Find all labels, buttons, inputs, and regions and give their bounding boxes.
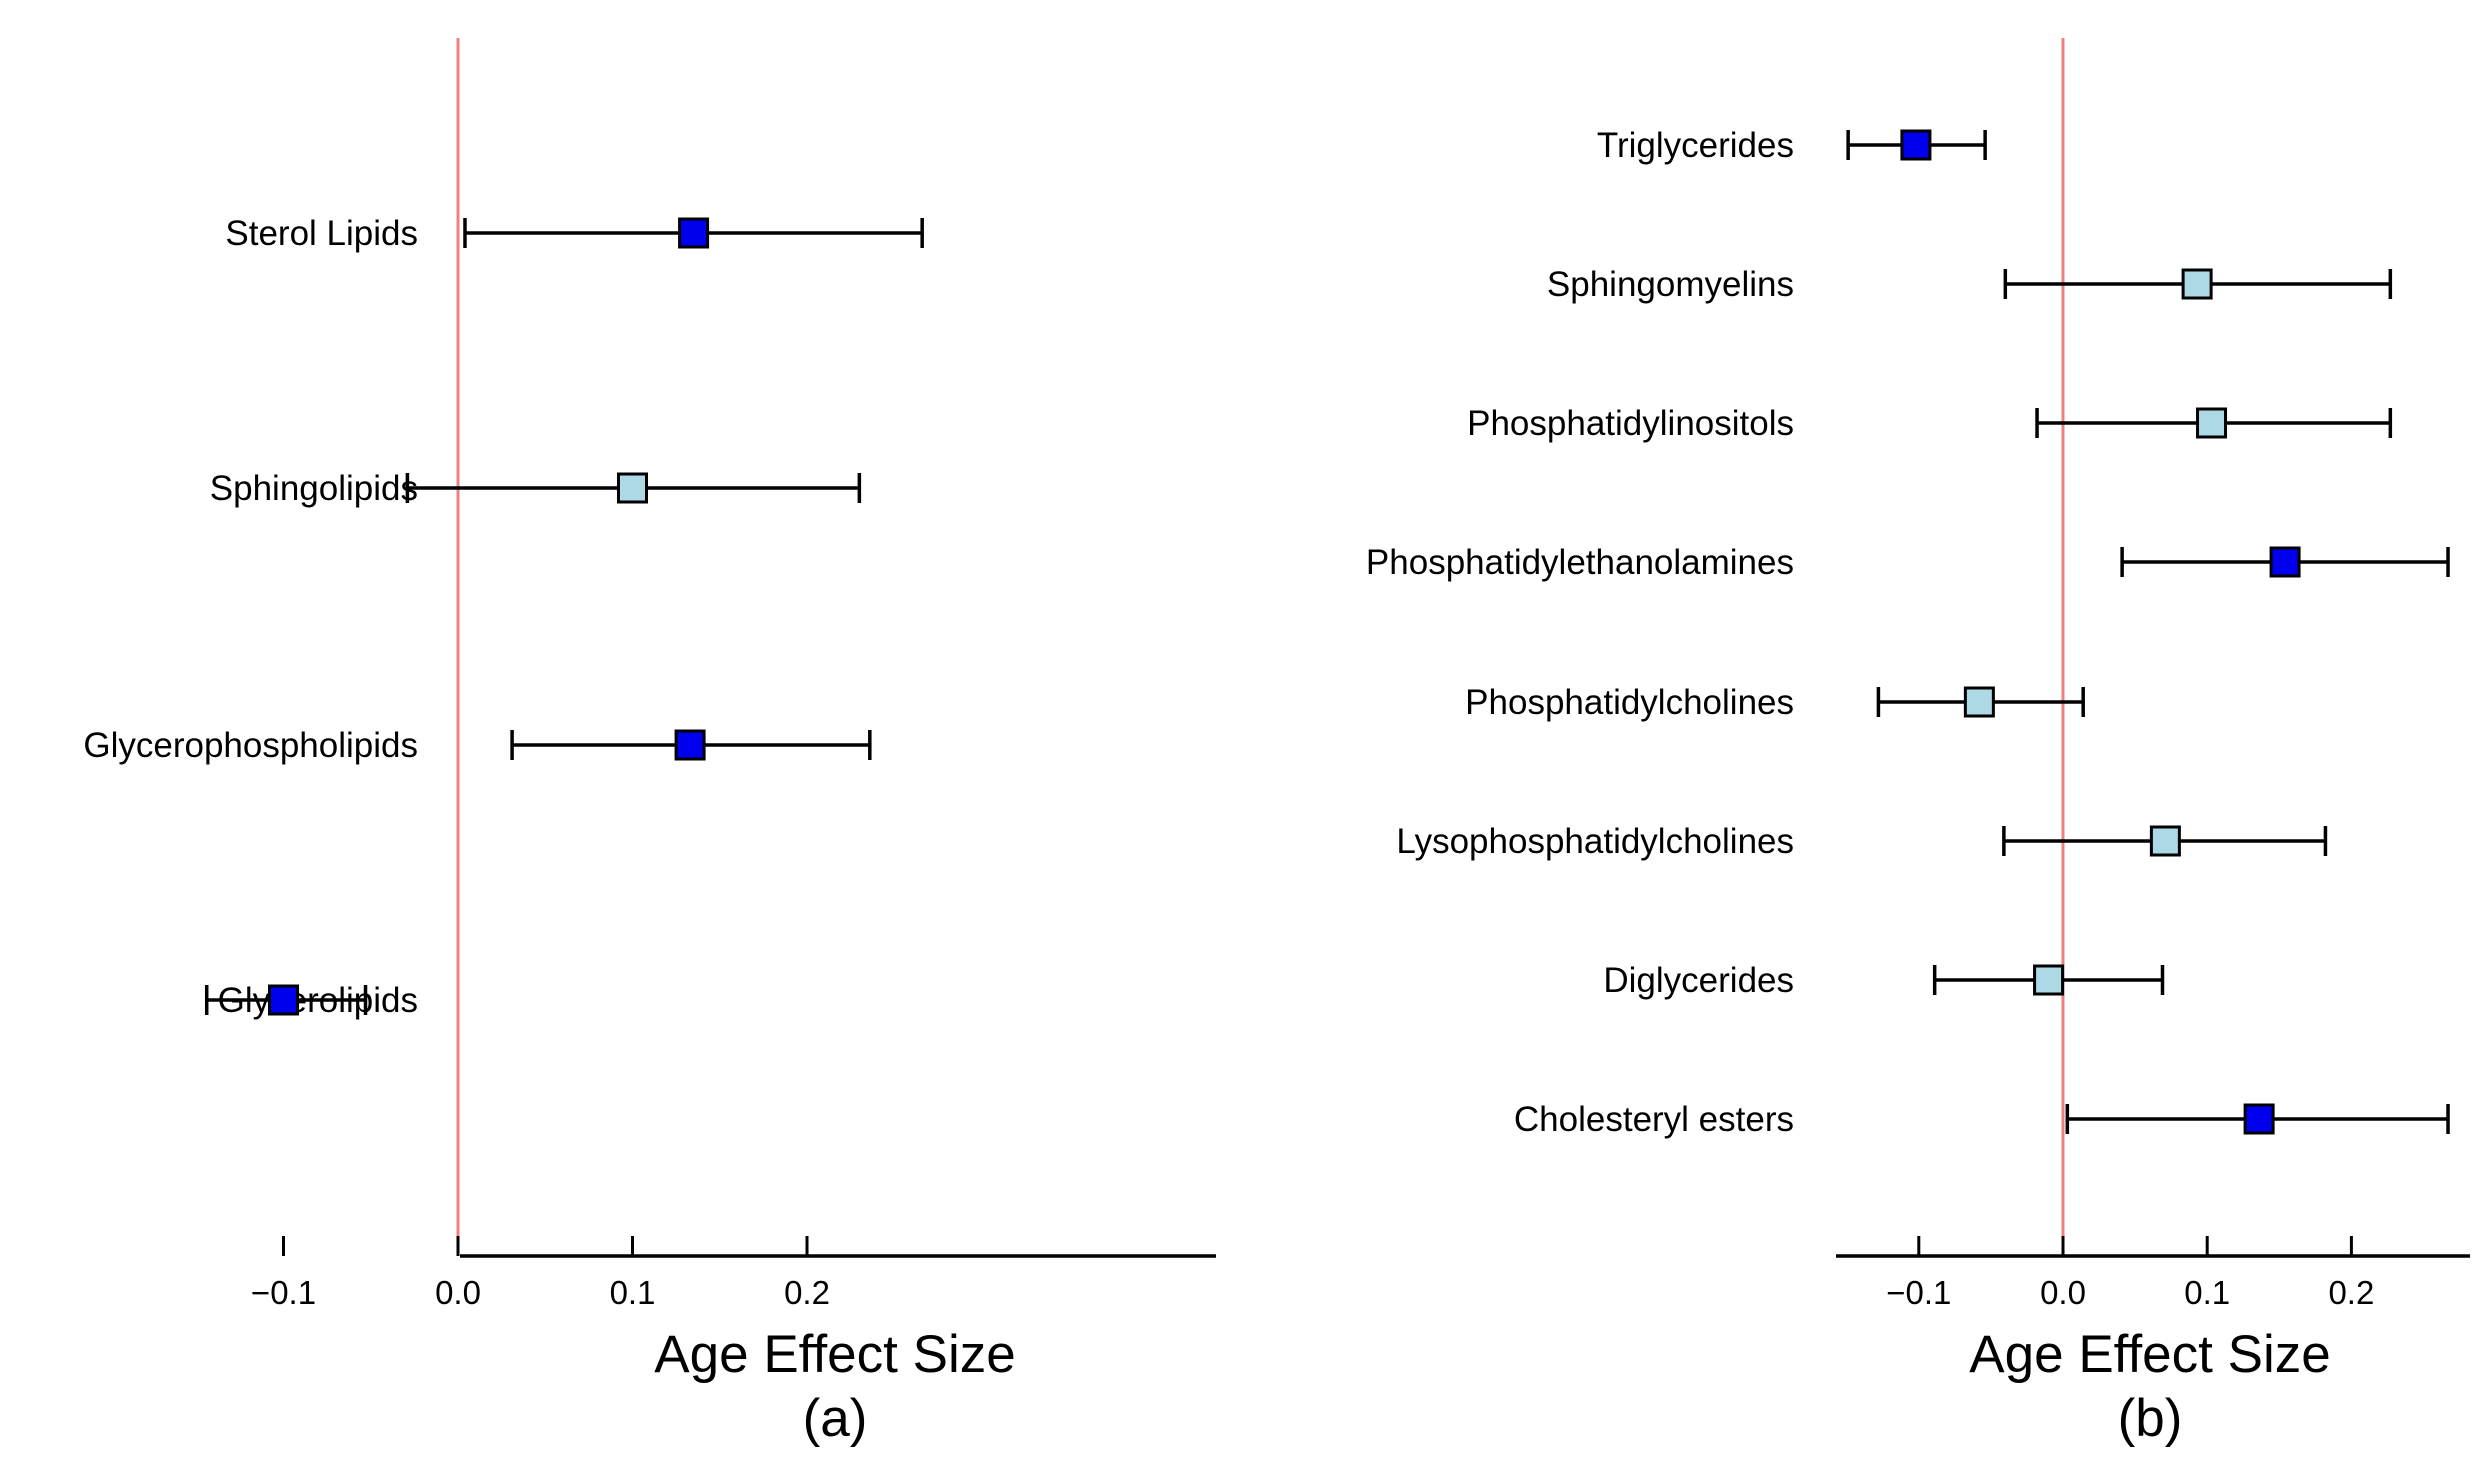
estimate-marker-significant <box>674 729 706 761</box>
category-label: Phosphatidylcholines <box>1465 683 1794 722</box>
category-label: Phosphatidylinositols <box>1467 404 1794 443</box>
panel-label: (b) <box>2118 1389 2183 1448</box>
category-label: Triglycerides <box>1597 126 1794 165</box>
x-tick-label: 0.2 <box>784 1274 830 1311</box>
estimate-marker-significant <box>678 217 710 249</box>
x-tick-label: −0.1 <box>1886 1274 1951 1311</box>
x-tick-label: 0.0 <box>2040 1274 2086 1311</box>
x-axis-title: Age Effect Size <box>654 1325 1015 1384</box>
category-label: Phosphatidylethanolamines <box>1366 543 1794 582</box>
estimate-marker-significant <box>2243 1103 2275 1135</box>
category-label: Diglycerides <box>1603 961 1794 1000</box>
estimate-marker-nonsignificant <box>1963 686 1995 718</box>
estimate-marker-significant <box>1900 129 1932 161</box>
estimate-marker-nonsignificant <box>2181 268 2213 300</box>
estimate-marker-nonsignificant <box>617 472 648 504</box>
category-label: Lysophosphatidylcholines <box>1396 822 1794 861</box>
estimate-marker-nonsignificant <box>2149 825 2181 857</box>
x-tick-label: 0.1 <box>610 1274 656 1311</box>
x-tick-label: 0.1 <box>2184 1274 2230 1311</box>
category-label: Sphingolipids <box>210 469 418 508</box>
estimate-marker-significant <box>2269 546 2301 578</box>
estimate-marker-significant <box>268 984 299 1016</box>
estimate-marker-nonsignificant <box>2196 407 2228 439</box>
panel-b: −0.1 0.0 0.1 0.2 Age Effect Size(b) Triglycer… <box>1366 38 2470 1448</box>
x-tick-label: 0.0 <box>435 1274 481 1311</box>
category-label: Cholesteryl esters <box>1514 1100 1794 1139</box>
category-label: Sterol Lipids <box>225 214 418 253</box>
x-tick-label: 0.2 <box>2328 1274 2374 1311</box>
category-label: Sphingomyelins <box>1547 265 1794 304</box>
category-label: Glycerophospholipids <box>83 726 418 765</box>
estimate-marker-nonsignificant <box>2033 964 2065 996</box>
x-axis-title: Age Effect Size <box>1969 1325 2330 1384</box>
panel-label: (a) <box>803 1389 868 1448</box>
x-tick-label: −0.1 <box>251 1274 316 1311</box>
panel-a: −0.1 0.0 0.1 0.2 Age Effect Size(a) Sterol Li… <box>83 38 1216 1448</box>
